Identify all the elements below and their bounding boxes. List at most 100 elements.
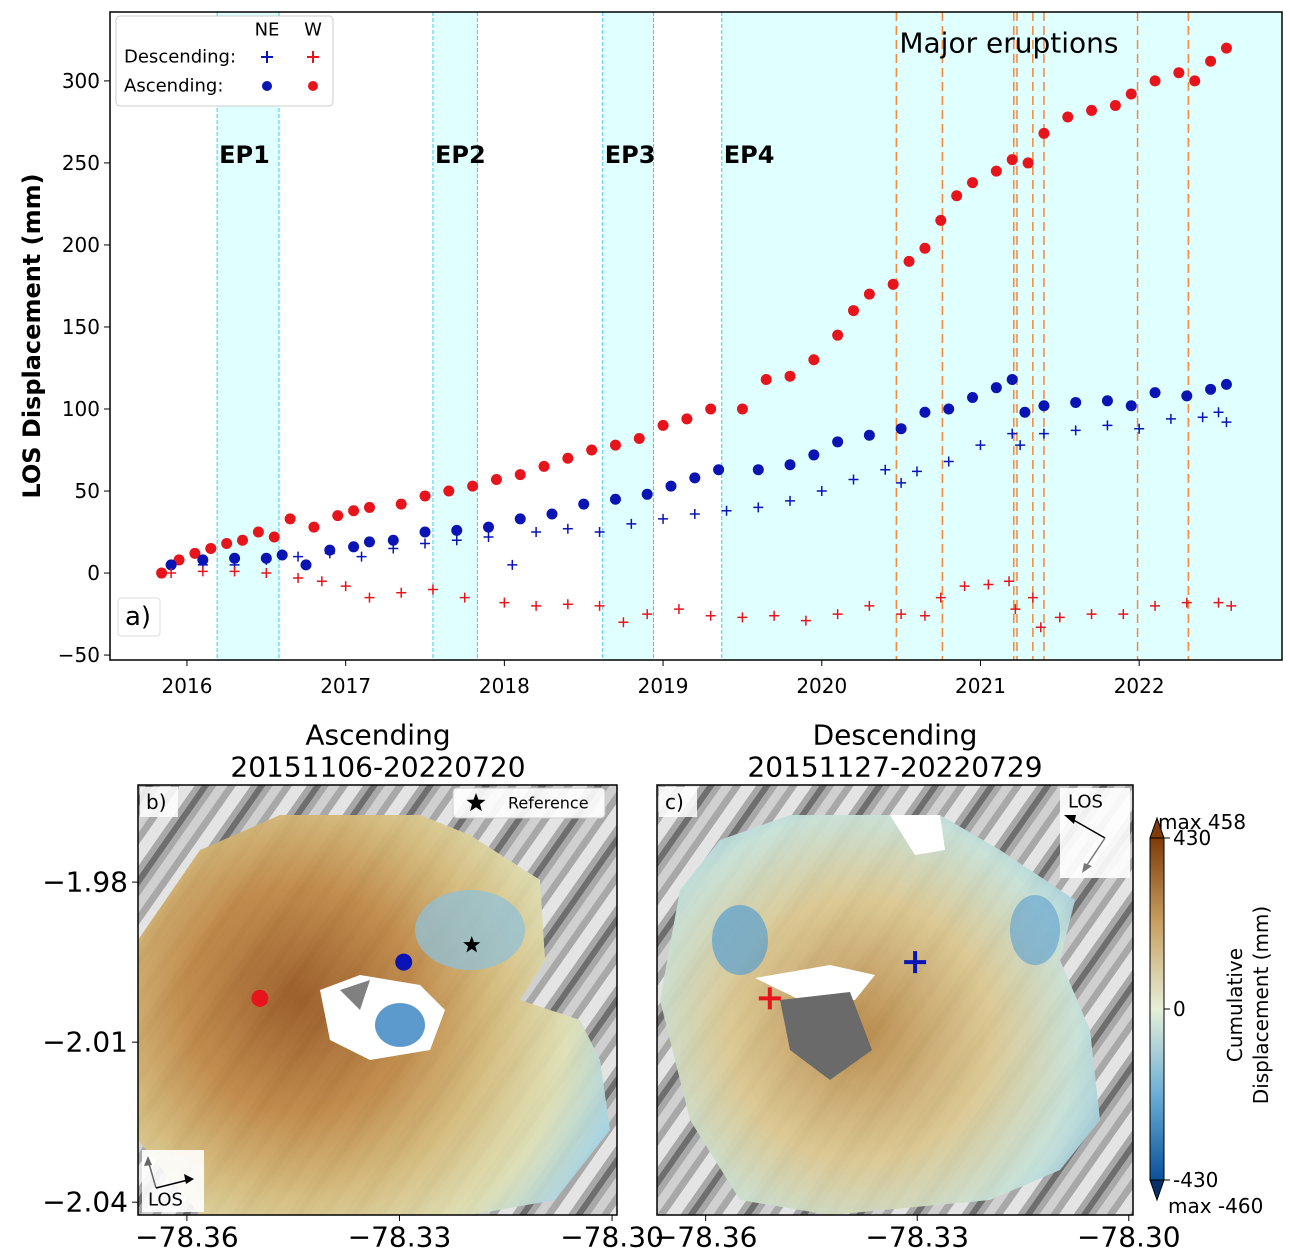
data-point [713,464,725,476]
y-tick-label: 150 [62,315,100,339]
data-point [665,480,677,492]
data-point [467,480,479,492]
data-point [420,538,431,549]
data-point [1006,154,1018,166]
data-point [633,433,645,445]
data-point [1004,576,1015,587]
data-point [1149,387,1161,399]
data-point [919,242,931,254]
data-point [1213,597,1224,608]
data-point [189,547,201,559]
episode-span [217,12,280,660]
data-point [451,524,463,536]
data-point [578,498,590,510]
colorbar-tick-label: 0 [1173,997,1186,1021]
map-point [758,987,781,1010]
data-point [896,609,907,620]
data-point [340,581,351,592]
data-point [1109,100,1121,112]
data-point [364,592,375,603]
x-tick-label: −78.30 [560,1221,664,1252]
data-point [760,373,772,385]
map-point [904,951,927,974]
data-point [1165,413,1176,424]
data-point [1006,373,1018,385]
data-point [689,472,701,484]
data-point [348,505,360,517]
panel-label-box [117,597,161,637]
data-point [1213,407,1224,418]
colorbar-tick-label: 430 [1173,826,1211,850]
data-point [482,521,494,533]
colorbar-label: Displacement (mm) [1249,906,1273,1104]
data-point [887,278,899,290]
data-point [324,548,335,559]
data-point [395,498,407,510]
data-point [951,190,963,202]
colorbar-extend [1149,816,1165,839]
data-point [943,456,954,467]
data-point [451,535,462,546]
y-tick-label: 250 [62,151,100,175]
data-point [1038,127,1050,139]
colorbar-min-label: max -460 [1168,1194,1263,1218]
legend-row: Ascending: [124,76,223,97]
data-point [943,403,955,415]
data-point [863,288,875,300]
episode-span [602,12,654,660]
data-point [1205,55,1217,67]
data-point [967,177,979,189]
data-point [935,592,946,603]
data-point [808,449,820,461]
data-point [1220,42,1232,54]
data-point [284,513,296,525]
data-point [514,469,526,481]
data-point [896,477,907,488]
data-point [705,610,716,621]
map-frame [656,784,1134,1216]
data-point [1221,417,1232,428]
legend-column: W [304,20,322,41]
data-point [261,568,272,579]
episode-label: EP2 [435,141,486,169]
data-point [641,488,653,500]
data-point [609,439,621,451]
data-point [316,576,327,587]
colorbar-tick-label: -430 [1173,1168,1218,1192]
data-point [293,572,304,583]
data-point [562,599,573,610]
data-point [594,600,605,611]
data-point [427,584,438,595]
data-point [784,459,796,471]
x-tick-label: −78.33 [348,1221,452,1252]
data-point [156,567,168,579]
data-point [1062,111,1074,123]
data-point [1197,412,1208,423]
data-point [419,490,431,502]
data-point [832,436,844,448]
data-point [490,474,502,486]
data-point [1118,609,1129,620]
data-point [1102,420,1113,431]
y-tick-label: −50 [58,643,100,667]
data-point [443,485,455,497]
data-point [1125,88,1137,100]
data-point [1038,428,1049,439]
map-point [251,989,269,1007]
episode-label: EP3 [605,141,656,169]
data-point [1226,600,1237,611]
episode-span [432,12,478,660]
eruption-label: Major eruptions [899,27,1118,60]
data-point [308,521,320,533]
data-point [1070,396,1082,408]
x-tick-label: −78.30 [1077,1221,1181,1252]
map-subtitle: 20151106-20220720 [230,751,525,784]
data-point [673,604,684,615]
data-point [229,566,240,577]
data-point [626,518,637,529]
data-point [705,403,717,415]
x-tick-label: 2019 [638,674,689,698]
data-point [903,255,915,267]
data-point [848,474,859,485]
y-tick-label: −1.98 [42,866,128,899]
